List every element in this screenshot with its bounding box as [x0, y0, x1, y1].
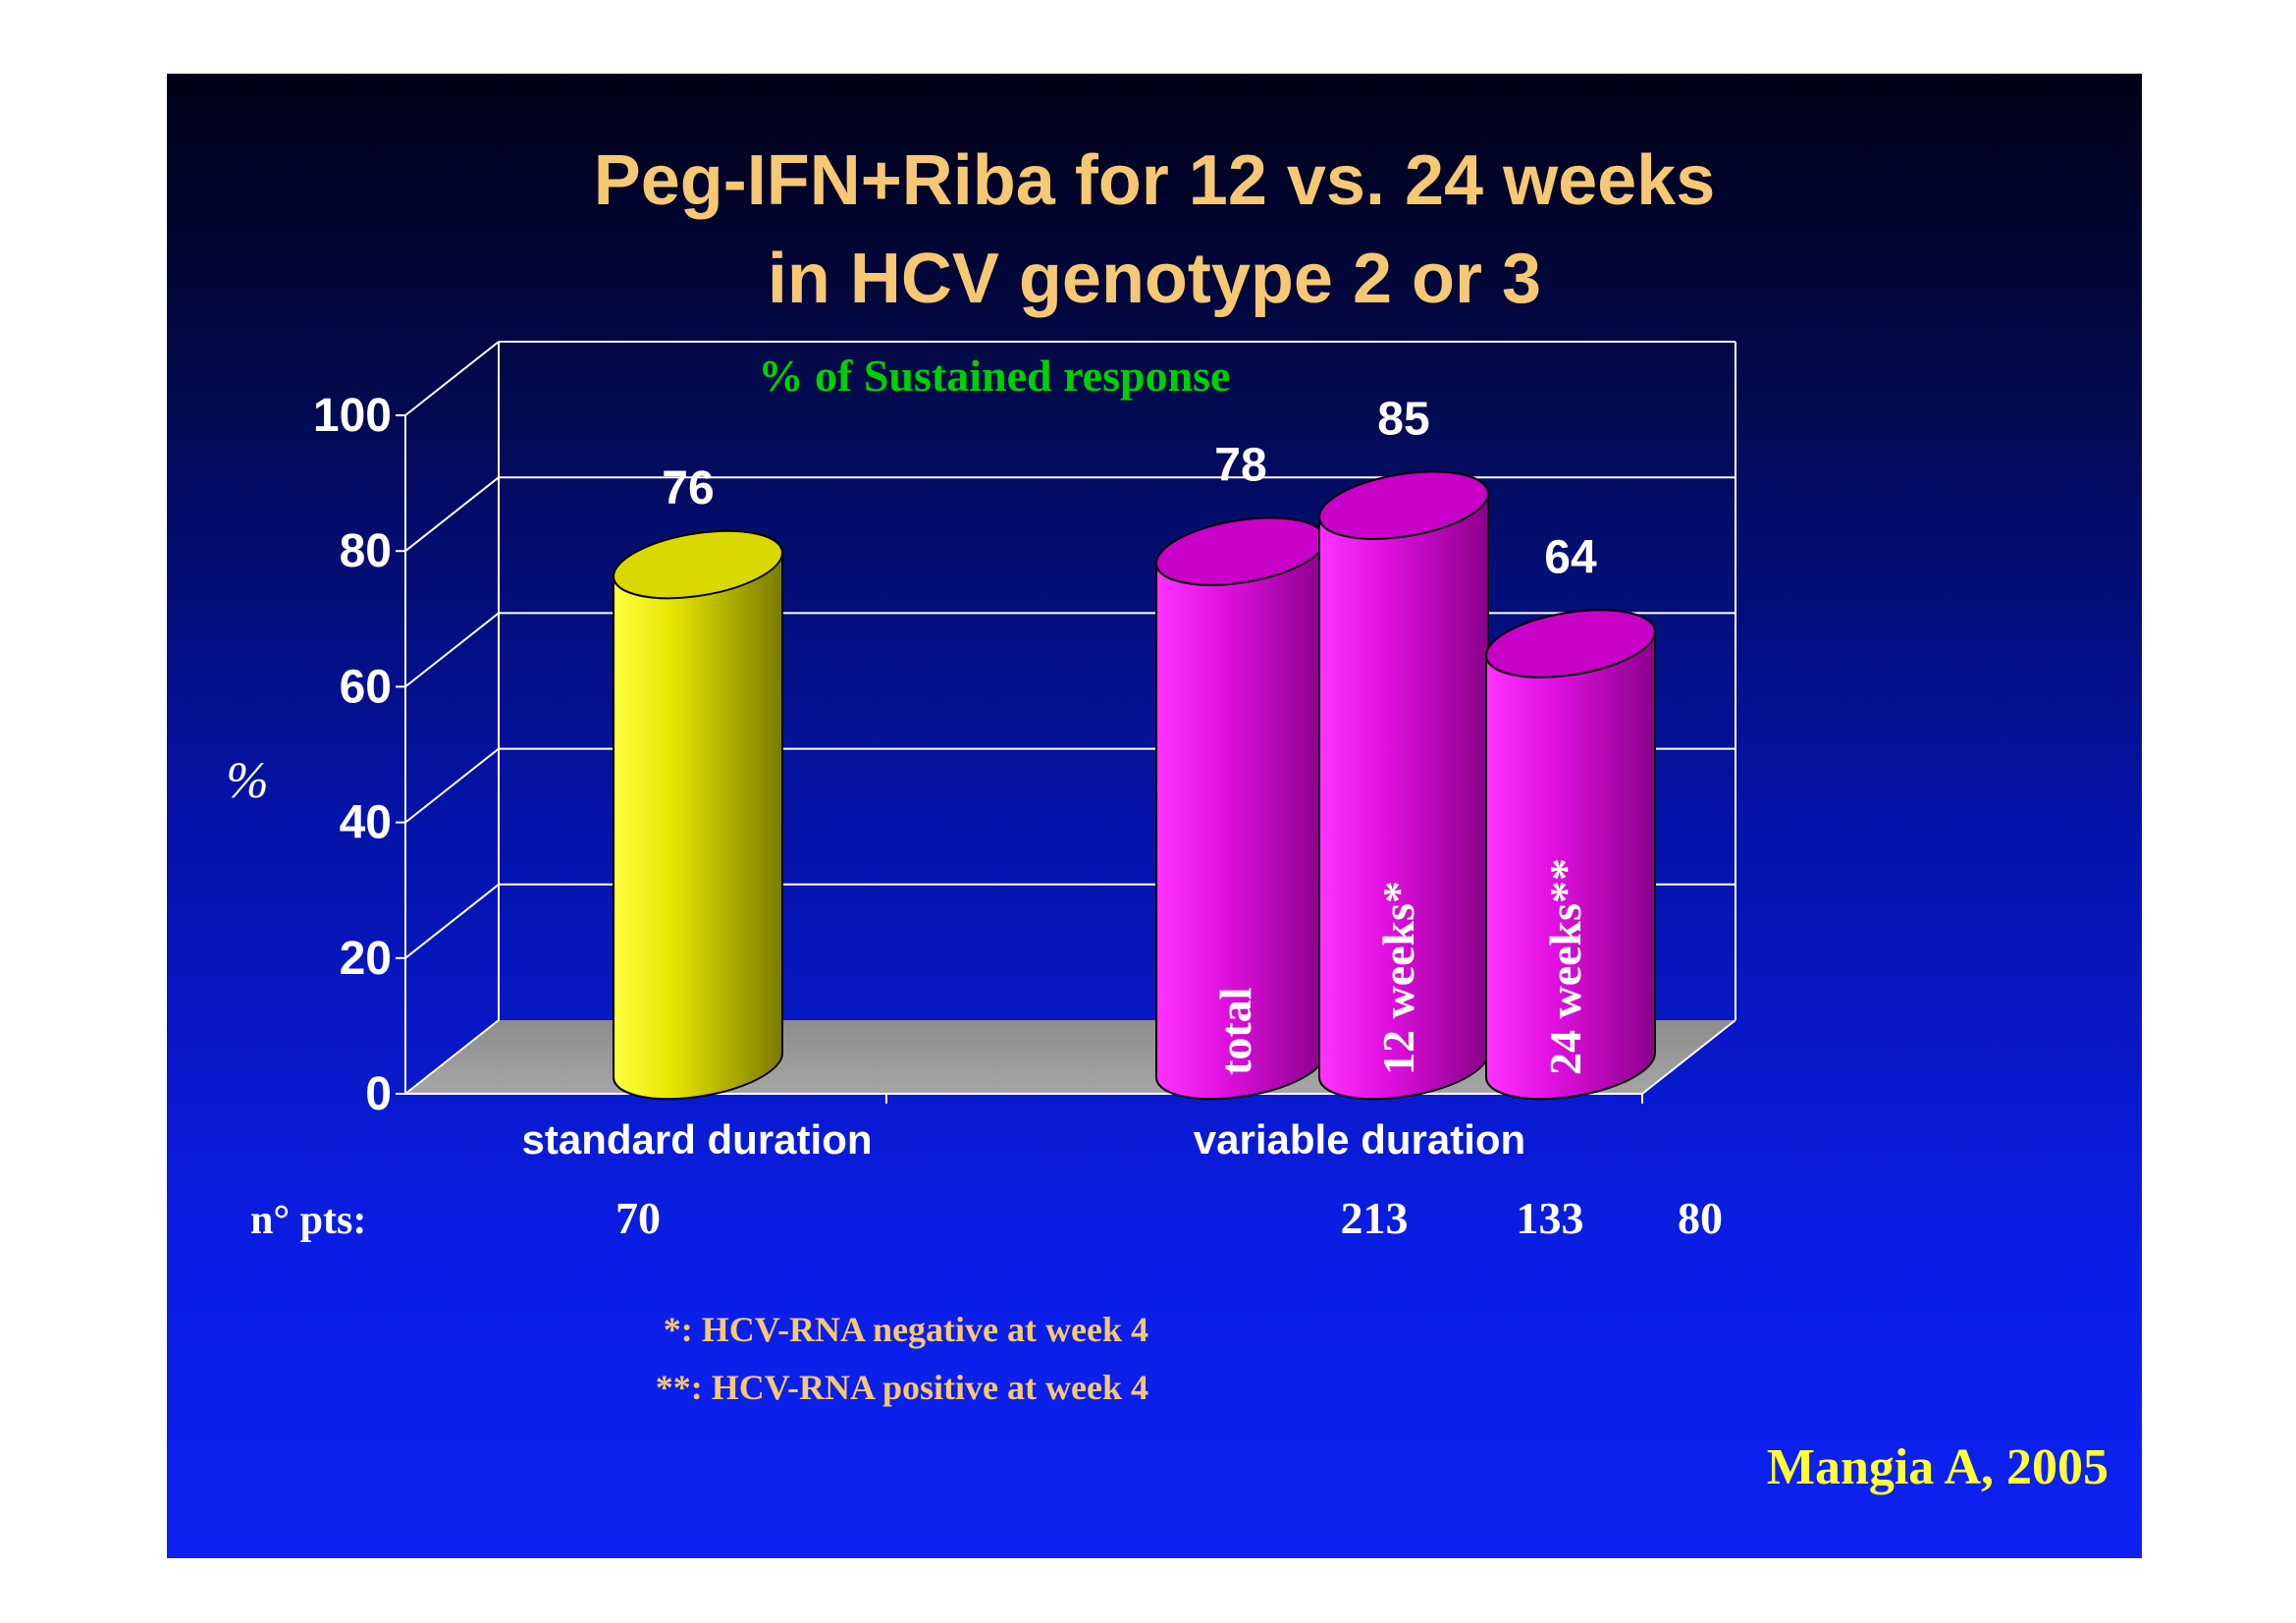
- y-axis-label: %: [226, 753, 268, 809]
- bar-inner-label: 24 weeks**: [1540, 858, 1590, 1075]
- y-tick-label: 100: [313, 390, 392, 442]
- bar-top: [613, 529, 783, 600]
- chart: Peg-IFN+Riba for 12 vs. 24 weeks in HCV …: [226, 141, 2109, 1495]
- bars: 76 78 total 85 12 weeks* 64 24 weeks**: [613, 394, 1656, 1101]
- bar-value-label: 85: [1377, 394, 1429, 446]
- title-line-1: Peg-IFN+Riba for 12 vs. 24 weeks: [594, 141, 1716, 220]
- bar-inner-label: 12 weeks*: [1373, 881, 1423, 1075]
- bar-body: [613, 551, 783, 1101]
- gridline-side-60: [404, 612, 500, 688]
- bar-top: [1485, 609, 1656, 678]
- pts-value: 70: [615, 1193, 661, 1243]
- gridline-side-80: [404, 476, 500, 552]
- pts-value: 213: [1341, 1193, 1409, 1243]
- slide: Peg-IFN+Riba for 12 vs. 24 weeks in HCV …: [167, 74, 2142, 1558]
- title-line-2: in HCV genotype 2 or 3: [768, 240, 1541, 318]
- bar-body: [1485, 630, 1656, 1101]
- pts-value: 133: [1517, 1193, 1584, 1243]
- y-axis-ticks: 0 20 40 60 80 100: [313, 390, 405, 1120]
- gridline-side-40: [404, 747, 500, 824]
- chart-subtitle: % of Sustained response: [759, 351, 1231, 401]
- bar-body: [1318, 492, 1489, 1101]
- bar-standard-duration: [613, 529, 783, 1101]
- bar-top: [1318, 470, 1489, 540]
- bar-value-label: 76: [662, 462, 714, 514]
- category-label-standard: standard duration: [521, 1116, 872, 1163]
- bar-inner-label: total: [1210, 988, 1260, 1075]
- citation: Mangia A, 2005: [1767, 1439, 2109, 1495]
- pts-values: 70 213 133 80: [615, 1193, 1723, 1243]
- bar-24-weeks-: [1485, 609, 1656, 1101]
- pts-label: n° pts:: [250, 1198, 366, 1243]
- y-tick-label: 0: [365, 1068, 392, 1120]
- footnote-1: *: HCV-RNA negative at week 4: [664, 1310, 1148, 1349]
- bar-value-label: 78: [1214, 440, 1266, 492]
- y-tick-label: 60: [340, 661, 392, 713]
- gridline-side-100: [404, 341, 500, 416]
- footnote-2: **: HCV-RNA positive at week 4: [656, 1368, 1148, 1407]
- y-tick-label: 80: [340, 525, 392, 577]
- y-tick-label: 40: [340, 797, 392, 849]
- bar-12-weeks-: [1318, 470, 1489, 1101]
- category-label-variable: variable duration: [1194, 1116, 1525, 1163]
- bar-total: [1155, 516, 1326, 1101]
- y-tick-label: 20: [340, 933, 392, 985]
- pts-value: 80: [1678, 1193, 1723, 1243]
- gridline-side-20: [404, 884, 500, 959]
- bar-value-label: 64: [1544, 532, 1597, 584]
